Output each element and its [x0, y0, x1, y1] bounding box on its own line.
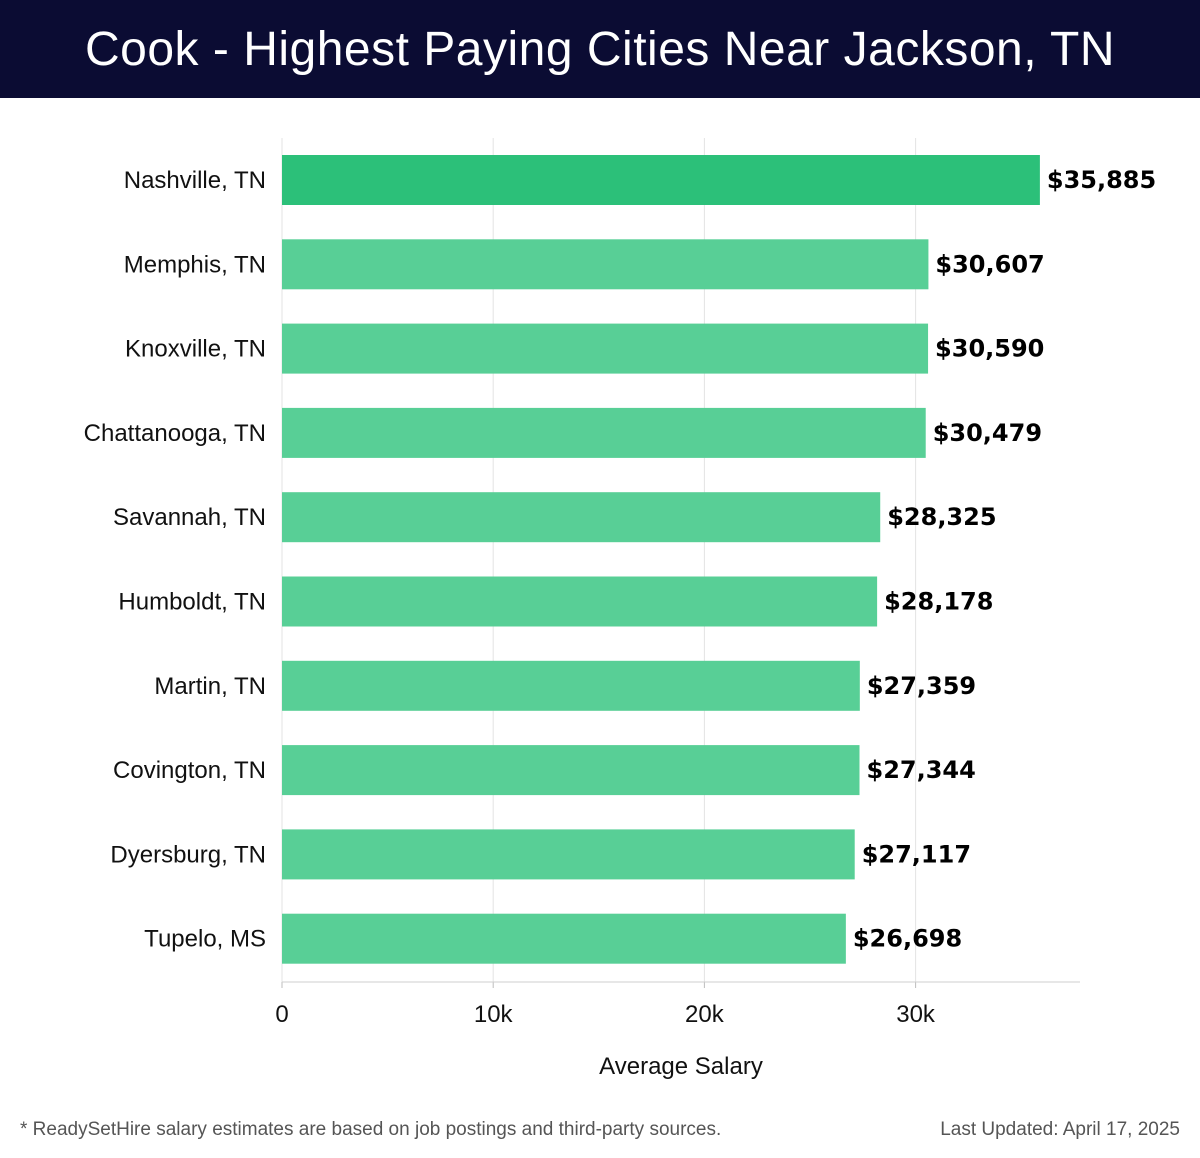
bar	[282, 913, 846, 964]
category-label: Dyersburg, TN	[110, 841, 266, 868]
value-label: $30,607	[935, 250, 1044, 278]
bar	[282, 323, 929, 374]
category-label: Chattanooga, TN	[84, 420, 266, 447]
category-label: Tupelo, MS	[144, 926, 266, 953]
category-label: Memphis, TN	[124, 251, 266, 278]
bar	[282, 829, 855, 880]
last-updated: Last Updated: April 17, 2025	[940, 1119, 1180, 1140]
bars	[282, 155, 1040, 964]
category-label: Humboldt, TN	[118, 589, 266, 616]
category-label: Nashville, TN	[124, 167, 266, 194]
x-tick-label: 20k	[685, 1001, 725, 1028]
value-label: $30,590	[935, 335, 1044, 363]
bar	[282, 745, 860, 796]
bar	[282, 660, 860, 711]
category-label: Knoxville, TN	[125, 336, 266, 363]
bar	[282, 407, 926, 458]
x-axis-label: Average Salary	[599, 1053, 763, 1080]
category-labels: Nashville, TN Memphis, TN Knoxville, TN Cha…	[84, 167, 266, 953]
bar	[282, 155, 1040, 205]
value-label: $35,885	[1047, 166, 1156, 194]
x-tick-label: 10k	[474, 1001, 514, 1028]
x-axis: 0 10k 20k 30k	[275, 981, 1080, 1028]
footer-note: * ReadySetHire salary estimates are base…	[20, 1119, 722, 1140]
bar	[282, 576, 878, 627]
value-label: $28,325	[887, 503, 996, 531]
bar	[282, 492, 881, 543]
bar	[282, 239, 929, 290]
chart-header: Cook - Highest Paying Cities Near Jackso…	[0, 0, 1200, 98]
x-tick-label: 0	[275, 1001, 288, 1028]
category-label: Savannah, TN	[113, 504, 266, 531]
value-label: $27,344	[867, 756, 976, 784]
chart-title: Cook - Highest Paying Cities Near Jackso…	[84, 22, 1115, 76]
category-label: Covington, TN	[113, 757, 266, 784]
bar-chart: Nashville, TN Memphis, TN Knoxville, TN Cha…	[84, 138, 1156, 1080]
category-label: Martin, TN	[154, 673, 266, 700]
value-label: $27,359	[867, 672, 976, 700]
value-label: $28,178	[884, 588, 993, 616]
value-label: $26,698	[853, 925, 962, 953]
value-label: $27,117	[862, 840, 971, 868]
value-label: $30,479	[933, 419, 1042, 447]
value-labels: $35,885 $30,607 $30,590 $30,479 $28,325 $28,1…	[853, 166, 1156, 953]
x-tick-label: 30k	[896, 1001, 936, 1028]
